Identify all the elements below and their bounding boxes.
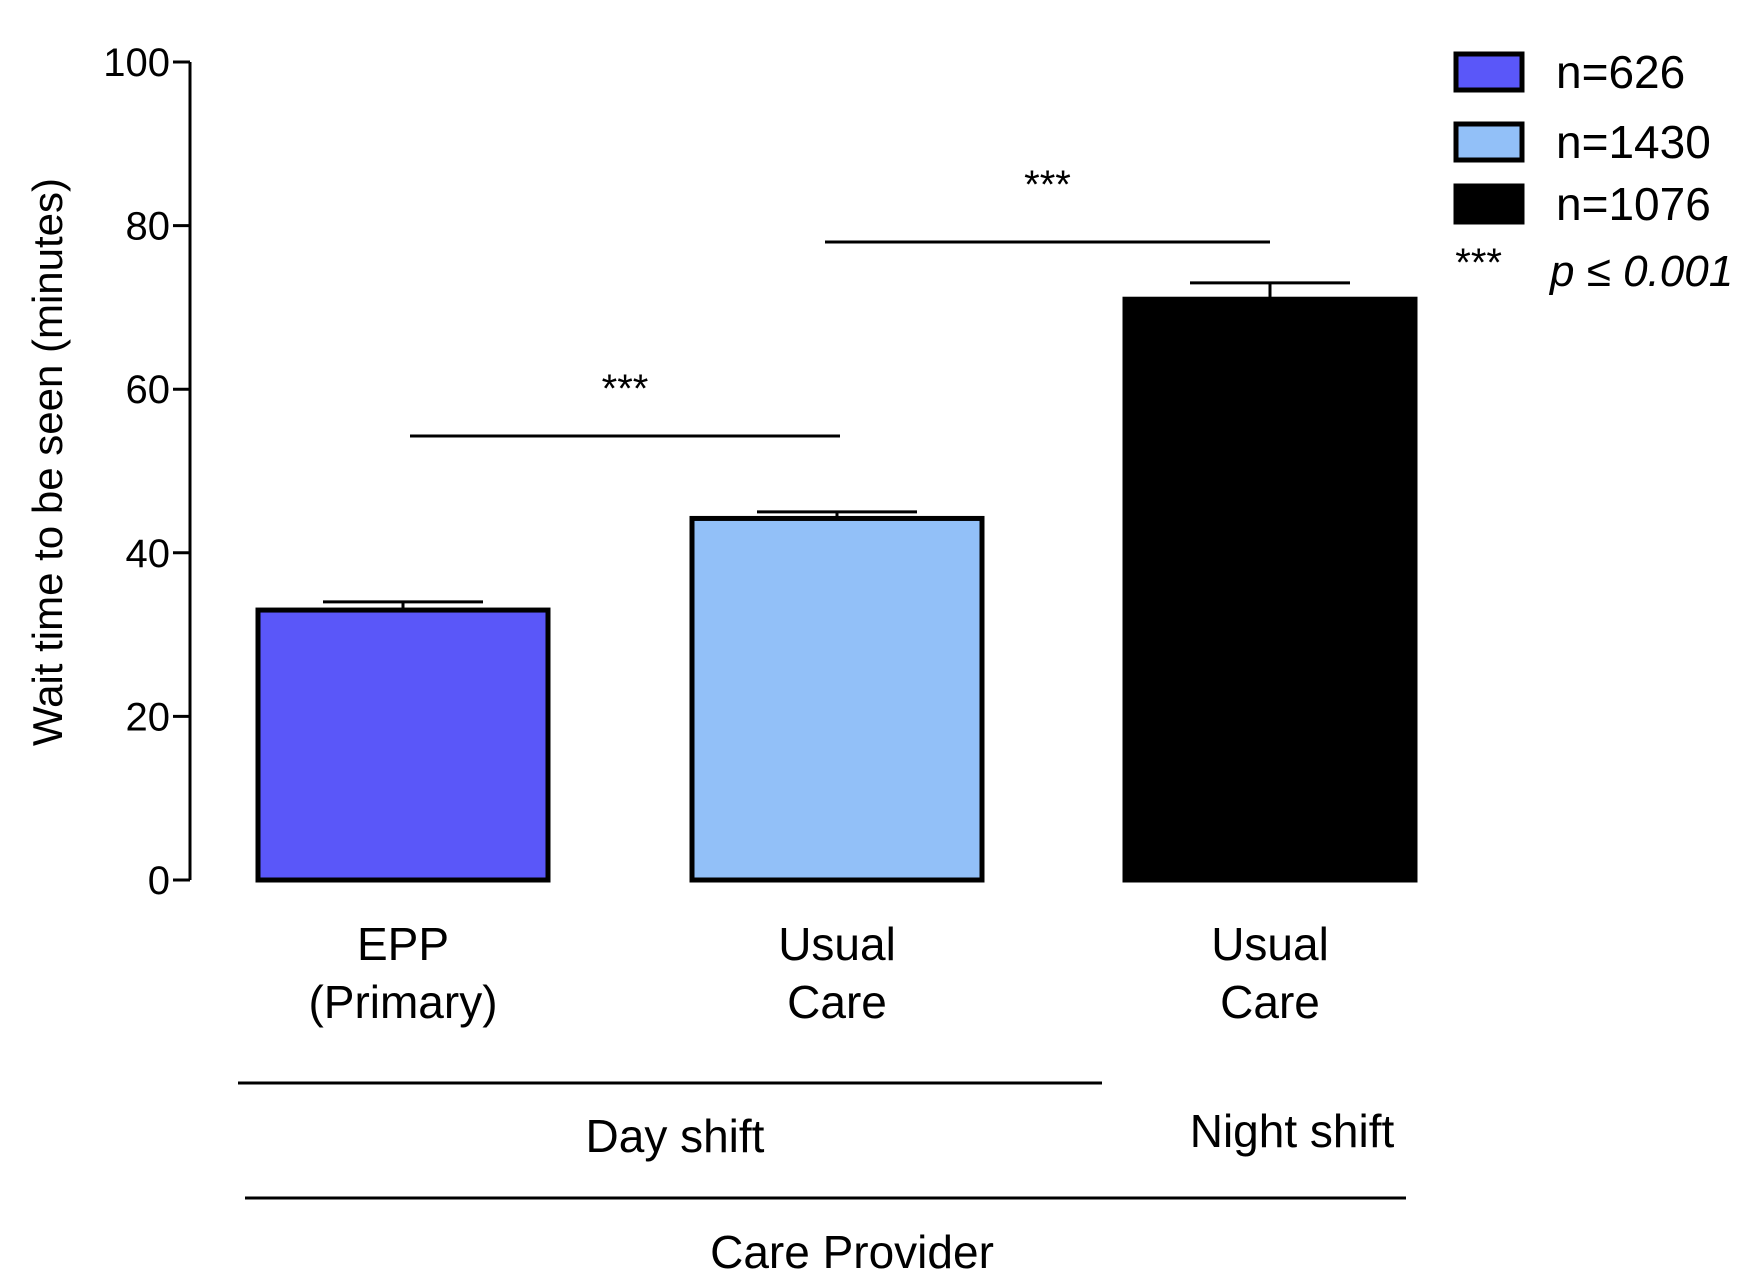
significance-label-1: *** <box>1024 163 1071 207</box>
legend-label-0: n=626 <box>1556 46 1685 98</box>
bar-2 <box>1125 299 1415 880</box>
y-tick-label-1: 20 <box>126 695 171 739</box>
x-label-line2-2: Care <box>1220 976 1320 1028</box>
legend-label-1: n=1430 <box>1556 116 1711 168</box>
group-label-day-shift: Day shift <box>586 1110 765 1162</box>
significance-label-0: *** <box>602 367 649 411</box>
legend: n=626 n=1430 n=1076 *** p ≤ 0.001 <box>1455 46 1733 296</box>
x-label-line2-1: Care <box>787 976 887 1028</box>
x-axis-label: Care Provider <box>710 1226 994 1276</box>
x-label-line1-1: Usual <box>778 918 896 970</box>
x-label-line1-0: EPP <box>357 918 449 970</box>
legend-label-2: n=1076 <box>1556 178 1711 230</box>
x-category-labels: EPP (Primary) Usual Care Usual Care <box>308 918 1328 1028</box>
legend-note-p: p ≤ 0.001 <box>1548 247 1733 296</box>
legend-note-stars: *** <box>1455 241 1502 285</box>
y-axis: 0 20 40 60 80 100 <box>103 41 190 903</box>
bar-0 <box>258 610 548 880</box>
group-label-night-shift: Night shift <box>1190 1105 1395 1157</box>
x-label-line2-0: (Primary) <box>308 976 497 1028</box>
bars <box>258 283 1415 880</box>
y-tick-label-5: 100 <box>103 41 170 85</box>
x-label-line1-2: Usual <box>1211 918 1329 970</box>
legend-swatch-1 <box>1456 124 1522 160</box>
y-axis-label: Wait time to be seen (minutes) <box>24 178 71 746</box>
y-tick-label-4: 80 <box>126 205 171 249</box>
legend-swatch-0 <box>1456 54 1522 90</box>
group-labels: Day shift Night shift <box>238 1083 1406 1198</box>
y-tick-label-0: 0 <box>148 859 170 903</box>
legend-swatch-2 <box>1456 186 1522 222</box>
y-tick-label-3: 60 <box>126 368 171 412</box>
y-tick-label-2: 40 <box>126 532 171 576</box>
bar-1 <box>692 518 982 880</box>
